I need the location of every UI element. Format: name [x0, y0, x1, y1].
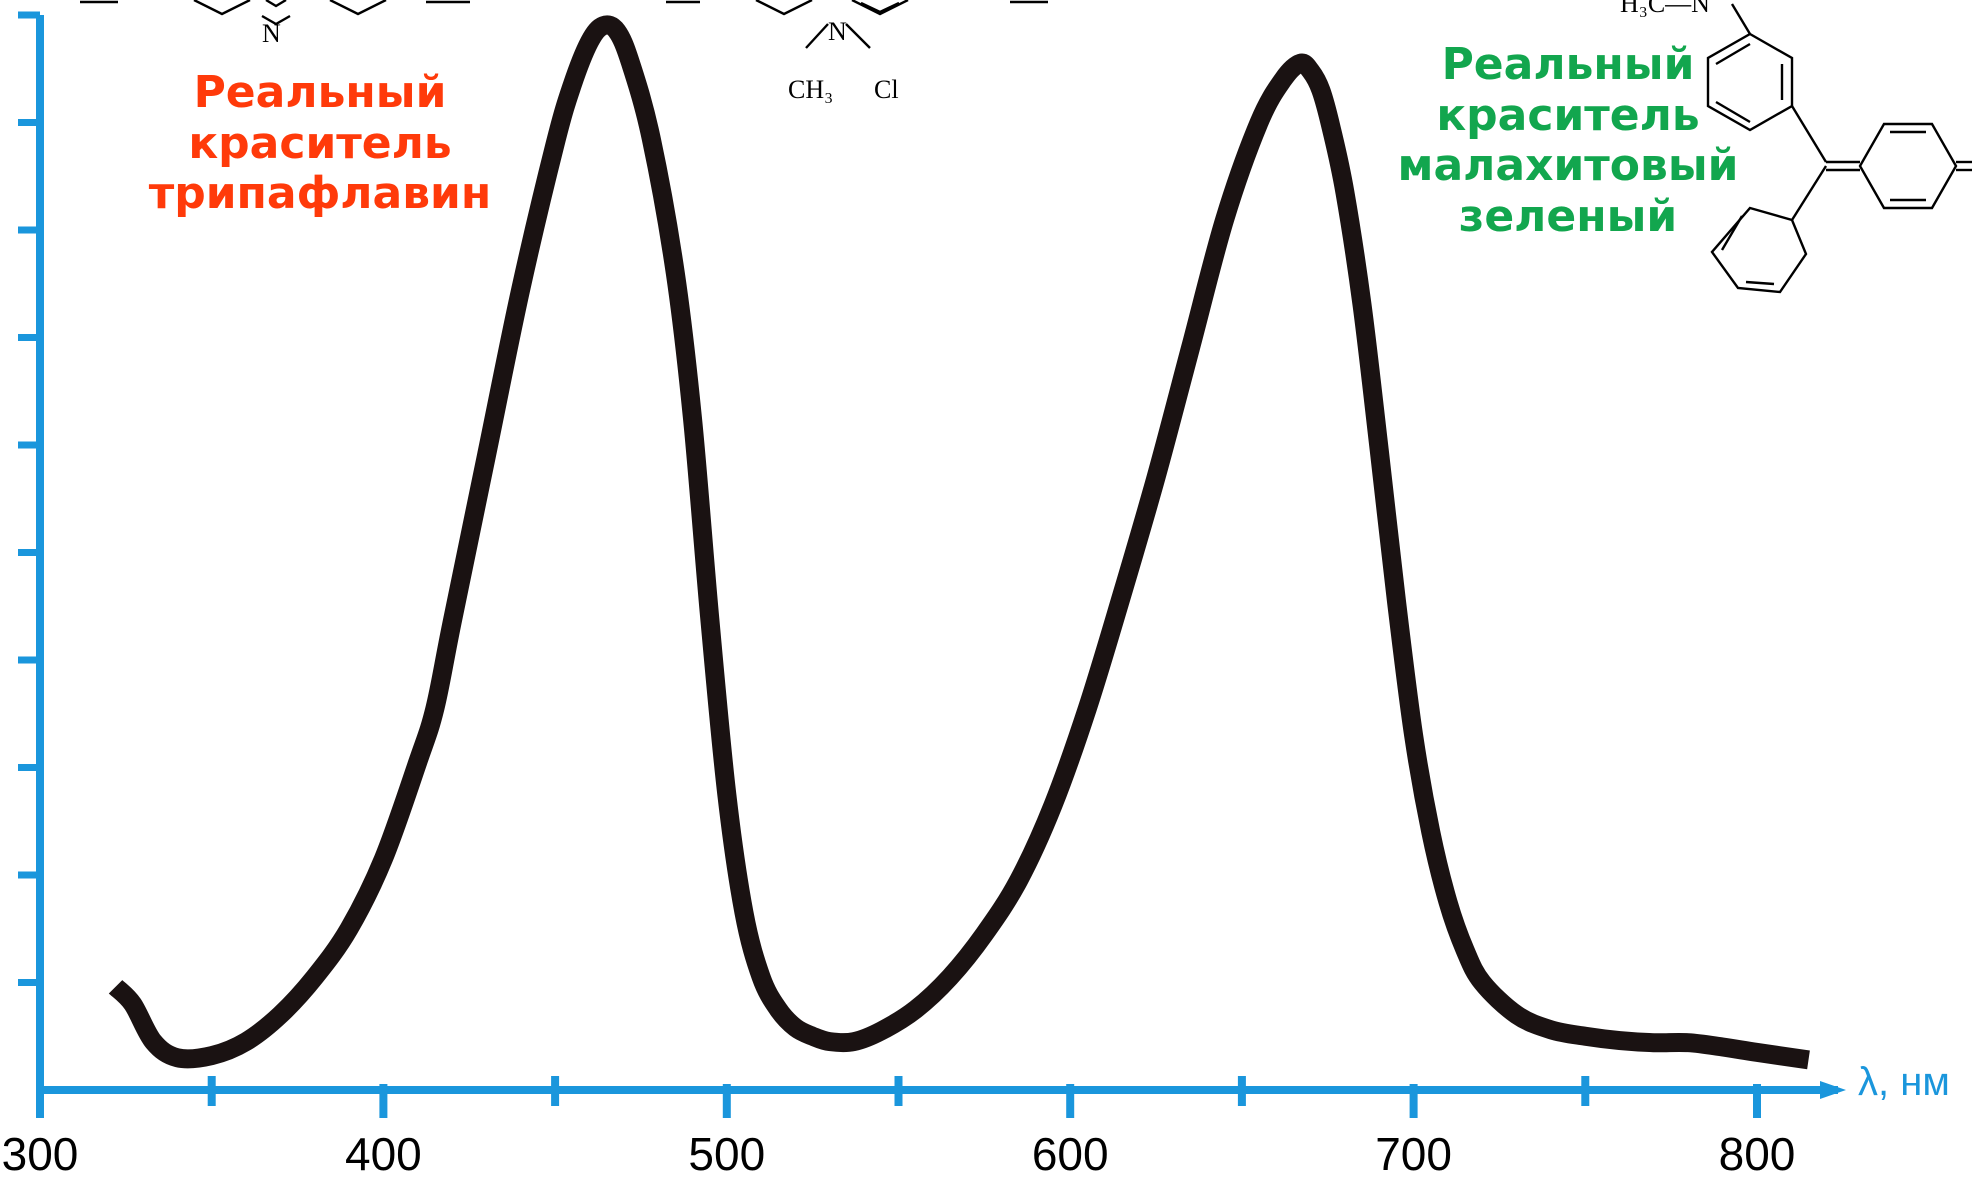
x-tick-label: 400 — [345, 1128, 422, 1180]
tripaflavin-annotation: Реальный краситель трипафлавин — [140, 67, 500, 220]
annotation-line: краситель — [188, 117, 452, 169]
nitrogen-atom-label: N — [262, 19, 281, 48]
annotation-line: Реальный — [193, 67, 447, 118]
annotation-line: Реальный — [1441, 39, 1695, 90]
series-group — [108, 15, 1810, 1070]
x-tick-label: 800 — [1719, 1128, 1796, 1180]
x-axis-unit-label: λ, нм — [1858, 1060, 1950, 1104]
annotation-line: трипафлавин — [148, 168, 492, 220]
malachite-green-annotation: Реальный краситель малахитовый зеленый — [1388, 39, 1748, 242]
x-tick-label: 500 — [688, 1128, 765, 1180]
malachite-green-structure: H₃C—N — [1620, 0, 1972, 294]
annotation-line: малахитовый — [1397, 140, 1739, 192]
dimethylamino-group-label: H₃C—N — [1620, 0, 1710, 18]
chlorine-label: Cl — [874, 75, 899, 104]
tripaflavin-structure: N N CH₃ Cl — [80, 0, 1048, 104]
x-tick-label: 600 — [1032, 1128, 1109, 1180]
annotation-line: краситель — [1436, 89, 1700, 141]
x-axis: 300 400 500 600 700 800 — [2, 1076, 1846, 1180]
absorption-curve — [108, 15, 1810, 1070]
nitrogen-atom-label: N — [828, 17, 847, 46]
y-axis — [18, 11, 44, 1090]
x-tick-label: 300 — [2, 1128, 79, 1180]
methyl-group-label: CH₃ — [788, 75, 833, 104]
x-axis-arrow — [1820, 1081, 1846, 1099]
annotation-line: зеленый — [1458, 190, 1678, 242]
x-tick-label: 700 — [1375, 1128, 1452, 1180]
